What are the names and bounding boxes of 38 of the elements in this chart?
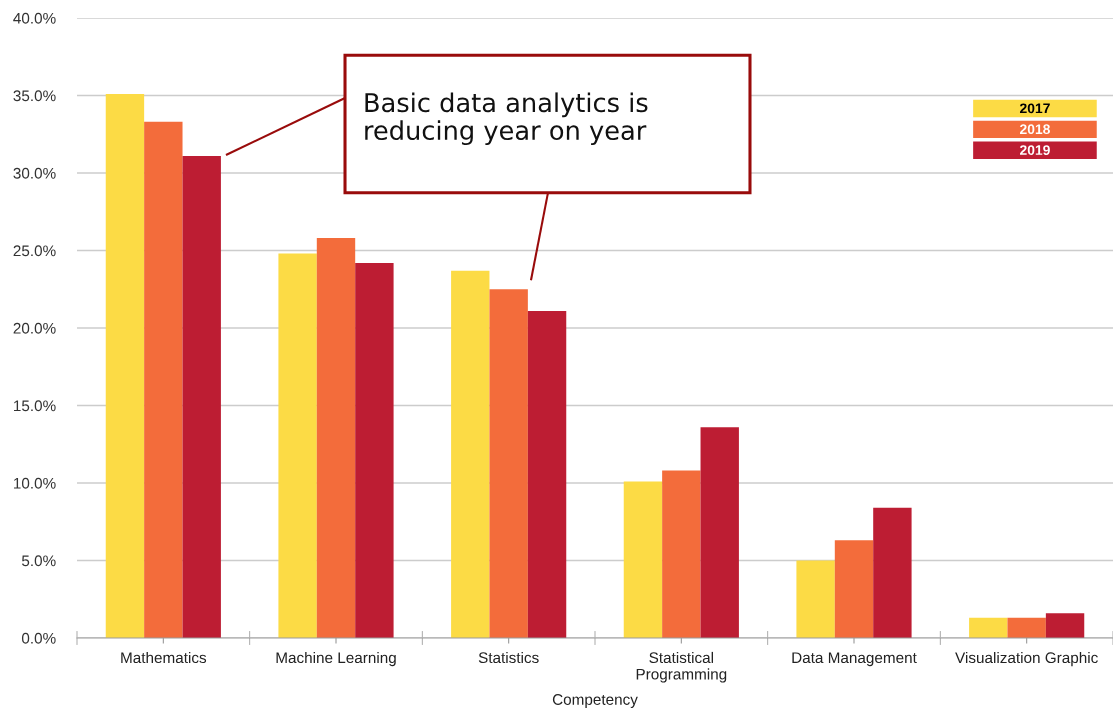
- x-tick-label: Visualization Graphic: [955, 651, 1098, 667]
- x-tick-label: Statistical Programming: [636, 651, 727, 683]
- bar: [316, 238, 356, 638]
- bar: [105, 93, 145, 638]
- bar: [1007, 617, 1046, 638]
- bar: [278, 253, 317, 638]
- y-tick-label: 35.0%: [13, 90, 56, 102]
- y-tick-label: 0.0%: [21, 632, 56, 644]
- y-tick-label: 5.0%: [21, 555, 56, 567]
- x-axis-title: Competency: [552, 694, 638, 708]
- x-tick-label: Mathematics: [121, 651, 207, 664]
- y-tick-label: 25.0%: [13, 245, 56, 257]
- bar: [873, 507, 912, 638]
- y-tick-label: 20.0%: [13, 322, 56, 334]
- text: 2017: [1019, 103, 1050, 114]
- y-tick-label: 15.0%: [14, 400, 56, 412]
- bar: [834, 540, 874, 638]
- x-tick-label: Data Management: [792, 652, 917, 667]
- y-tick-label: 30.0%: [13, 167, 56, 179]
- bar: [489, 289, 528, 638]
- annotation: Basic data analytics is reducing year on year: [365, 92, 648, 146]
- bar: [144, 121, 183, 638]
- text: 2019: [1019, 145, 1050, 155]
- bar: [355, 262, 394, 638]
- x-tick-label: Machine Learning: [276, 651, 396, 667]
- bar: [662, 470, 701, 638]
- text: 2018: [1019, 124, 1050, 135]
- bar: [969, 617, 1008, 638]
- bar: [796, 560, 835, 638]
- bar: [1045, 613, 1085, 638]
- x-tick-label: Statistics: [478, 651, 539, 664]
- bar: [623, 481, 663, 638]
- bar: [527, 310, 567, 638]
- y-tick-label: 10.0%: [14, 477, 56, 489]
- bar: [700, 427, 739, 638]
- bar: [451, 270, 490, 638]
- bar: [182, 155, 221, 638]
- y-tick-label: 40.0%: [13, 12, 56, 24]
